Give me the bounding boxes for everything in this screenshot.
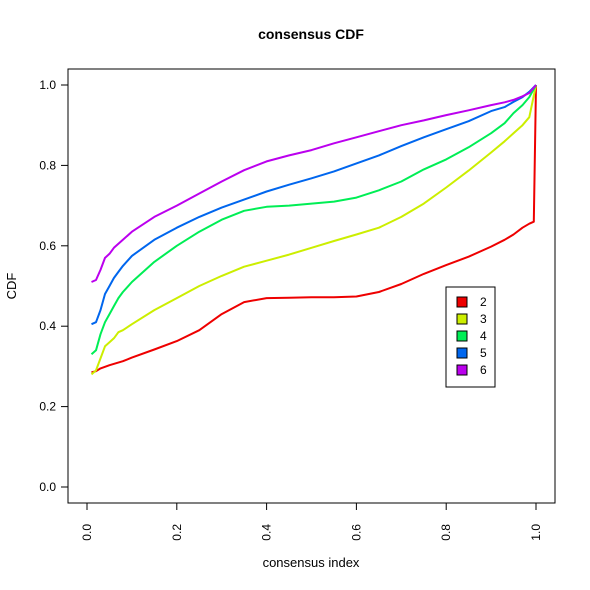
y-tick-label: 0.4 bbox=[39, 319, 56, 333]
legend-label-4: 4 bbox=[480, 329, 487, 343]
x-tick-label: 1.0 bbox=[529, 524, 543, 541]
x-tick-label: 0.4 bbox=[260, 524, 274, 541]
x-tick-label: 0.8 bbox=[439, 524, 453, 541]
x-tick-label: 0.6 bbox=[349, 524, 363, 541]
legend-swatch-3 bbox=[456, 313, 468, 325]
series-layer bbox=[90, 84, 537, 376]
legend-swatch-6 bbox=[456, 364, 468, 376]
legend-swatch-4 bbox=[456, 330, 468, 342]
series-line-3 bbox=[90, 84, 537, 376]
x-axis-label: consensus index bbox=[263, 555, 360, 570]
y-axis-label: CDF bbox=[4, 273, 19, 300]
legend-label-6: 6 bbox=[480, 363, 487, 377]
y-tick-label: 0.0 bbox=[39, 480, 56, 494]
legend-swatch-2 bbox=[456, 296, 468, 308]
chart-title: consensus CDF bbox=[258, 26, 364, 42]
y-tick-label: 0.2 bbox=[39, 400, 56, 414]
series-line-6 bbox=[91, 84, 537, 283]
y-axis: 0.0 0.2 0.4 0.6 0.8 1.0 bbox=[39, 78, 69, 494]
legend-label-5: 5 bbox=[480, 346, 487, 360]
x-axis: 0.0 0.2 0.4 0.6 0.8 1.0 bbox=[80, 502, 543, 541]
x-tick-label: 0.2 bbox=[170, 524, 184, 541]
y-tick-label: 0.8 bbox=[39, 158, 56, 172]
y-tick-label: 0.6 bbox=[39, 239, 56, 253]
series-line-5 bbox=[91, 84, 537, 326]
legend-label-2: 2 bbox=[480, 295, 487, 309]
y-tick-label: 1.0 bbox=[39, 78, 56, 92]
legend-box bbox=[445, 286, 496, 388]
legend: 2 3 4 5 6 bbox=[445, 286, 496, 388]
legend-label-3: 3 bbox=[480, 312, 487, 326]
legend-swatch-5 bbox=[456, 347, 468, 359]
series-line-4 bbox=[90, 84, 537, 356]
series-line-2 bbox=[91, 84, 537, 374]
x-tick-label: 0.0 bbox=[80, 524, 94, 541]
